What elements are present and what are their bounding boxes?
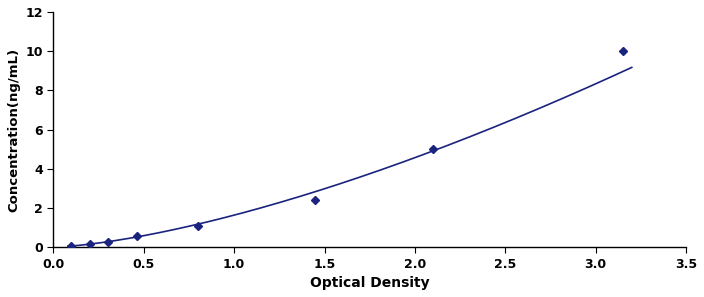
Y-axis label: Concentration(ng/mL): Concentration(ng/mL) xyxy=(7,48,20,211)
X-axis label: Optical Density: Optical Density xyxy=(310,276,429,290)
